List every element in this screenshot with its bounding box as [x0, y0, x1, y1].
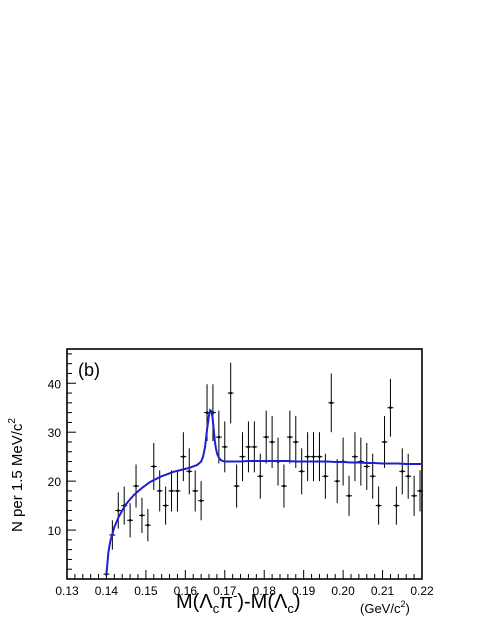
data-point: [375, 486, 382, 525]
data-point: [221, 421, 228, 473]
data-point: [127, 503, 134, 538]
data-point: [133, 464, 139, 508]
data-point: [363, 442, 370, 490]
x-axis-ticks: 0.13 0.14 0.15 0.16 0.17 0.18 0.19 0.20 0.21 0.22: [55, 570, 434, 598]
x-tick-label: 0.13: [55, 584, 79, 598]
x-tick-label: 0.19: [292, 584, 316, 598]
data-point: [304, 432, 311, 482]
x-tick-label: 0.16: [174, 584, 198, 598]
data-point: [115, 492, 122, 529]
data-point: [369, 453, 376, 499]
y-tick-label: 40: [48, 377, 62, 391]
x-tick-label: 0.14: [95, 584, 119, 598]
x-axis-unit: (GeV/c2): [360, 599, 410, 616]
data-point: [292, 416, 299, 468]
data-point: [251, 421, 258, 473]
x-unit-close: ): [405, 601, 409, 616]
x-tick-label: 0.21: [371, 584, 395, 598]
fit-curve: [105, 408, 422, 575]
y-tick-label: 30: [48, 426, 62, 440]
data-point: [334, 459, 341, 504]
data-point: [239, 432, 246, 482]
data-point: [227, 362, 234, 424]
y-axis-title: N per 1.5 MeV/c2: [7, 418, 26, 532]
y-axis-title-superscript: 2: [7, 418, 18, 424]
data-point: [180, 432, 187, 482]
x-tick-label: 0.18: [253, 584, 277, 598]
data-point: [162, 486, 169, 525]
x-tick-label: 0.15: [134, 584, 158, 598]
x-tick-label: 0.22: [410, 584, 434, 598]
x-tick-label: 0.17: [213, 584, 237, 598]
data-point: [198, 481, 205, 521]
x-unit-text: (GeV/c: [360, 601, 401, 616]
data-point: [233, 464, 240, 508]
data-point: [310, 432, 317, 482]
data-point: [186, 448, 193, 495]
data-point: [399, 448, 406, 495]
data-point: [316, 432, 323, 482]
panel-label: (b): [78, 360, 100, 380]
data-point: [168, 470, 175, 512]
x-title-sup1: -: [233, 588, 237, 603]
x-title-pi: π: [219, 591, 233, 613]
data-point: [322, 453, 329, 499]
data-point: [393, 486, 400, 525]
data-points: [103, 362, 423, 579]
data-point: [245, 421, 252, 473]
data-point: [411, 475, 418, 516]
data-point: [150, 442, 157, 490]
x-tick-label: 0.20: [331, 584, 355, 598]
svg-text:N per 1.5 MeV/c2: N per 1.5 MeV/c2: [7, 418, 26, 532]
x-axis-title: M(Λcπ-)-M(Λc): [176, 588, 301, 616]
x-unit-sup: 2: [400, 599, 405, 609]
data-point: [269, 416, 276, 468]
data-point: [144, 509, 151, 542]
data-point: [298, 448, 305, 495]
x-title-close1: )-M(Λ: [237, 591, 288, 613]
data-point: [174, 470, 181, 512]
data-point: [138, 497, 145, 533]
data-point: [387, 378, 394, 437]
data-point: [381, 416, 388, 468]
data-point: [280, 464, 287, 508]
y-axis-ticks: 10 20 30 40: [48, 353, 76, 580]
data-point: [263, 410, 270, 464]
y-tick-label: 10: [48, 524, 62, 538]
data-point: [215, 410, 222, 464]
x-title-m1: M(Λ: [176, 591, 213, 613]
data-point: [405, 453, 412, 499]
y-axis-title-text: N per 1.5 MeV/c: [9, 423, 26, 532]
y-tick-label: 20: [48, 475, 62, 489]
data-point: [192, 470, 199, 512]
data-point: [351, 432, 358, 482]
data-point: [346, 475, 352, 516]
data-point: [286, 410, 293, 464]
x-title-sub2: c: [287, 601, 294, 616]
x-title-close2: ): [294, 591, 301, 613]
data-point: [417, 470, 423, 512]
data-point: [328, 373, 335, 433]
x-title-sub1: c: [213, 601, 220, 616]
